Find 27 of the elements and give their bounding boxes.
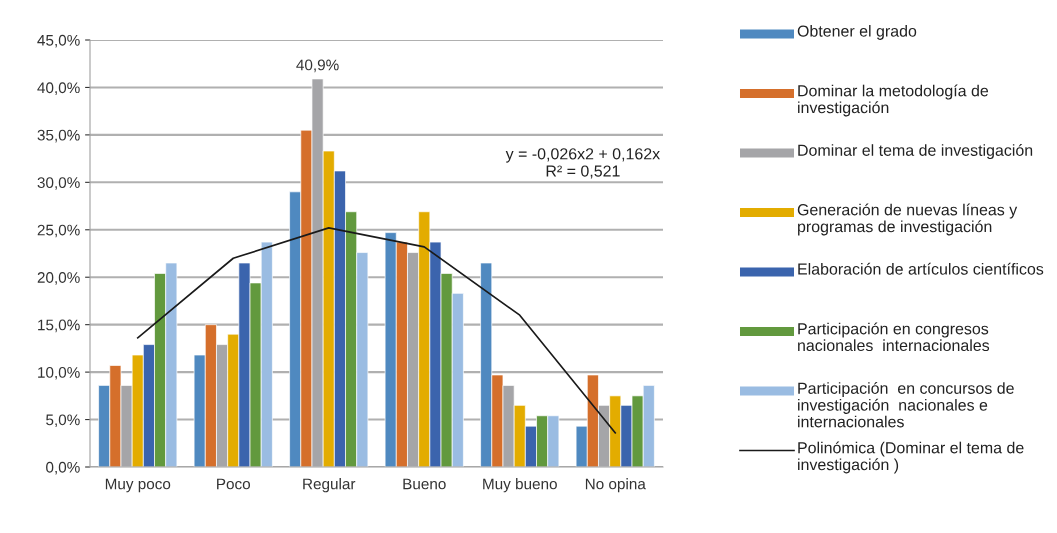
legend-label: Dominar el tema de investigación: [798, 144, 1033, 160]
legend-label: Dominar la metodología de investigación: [798, 84, 989, 117]
y-tick-label: 0,0%: [46, 461, 80, 475]
y-tick-label: 10,0%: [38, 366, 80, 380]
legend-label: Participación en congresos nacionales internacionales: [798, 322, 990, 352]
data-label: 40,9%: [296, 59, 339, 73]
legend-label: Elaboración de artículos científicos: [798, 262, 1044, 275]
x-tick-label: Muy bueno: [483, 478, 557, 493]
x-tick-label: Regular: [303, 478, 356, 493]
legend-label: Polinómica (Dominar el tema de investigación ): [798, 441, 1024, 474]
x-tick-label: No opina: [585, 478, 646, 493]
legend-label: Participación en concursos de investigación nacionales e internacionales: [798, 382, 1014, 428]
y-tick-label: 35,0%: [37, 129, 80, 143]
x-tick-label: Poco: [217, 478, 251, 490]
y-tick-label: 5,0%: [46, 414, 80, 428]
y-tick-label: 20,0%: [37, 272, 80, 285]
y-tick-label: 40,0%: [37, 82, 80, 95]
legend-label: Generación de nuevas líneas y programas de investigación: [797, 203, 1018, 236]
y-tick-label: 45,0%: [37, 34, 80, 48]
annotation: y = -0,026x2 + 0,162x R² = 0,521: [505, 148, 660, 179]
y-tick-label: 25,0%: [37, 224, 80, 238]
x-tick-label: Bueno: [403, 478, 446, 490]
legend-label: Obtener el grado: [797, 25, 917, 40]
x-tick-label: Muy poco: [105, 478, 171, 493]
line-series: [136, 227, 617, 434]
y-tick-label: 30,0%: [37, 177, 80, 190]
y-tick-label: 15,0%: [38, 319, 80, 333]
